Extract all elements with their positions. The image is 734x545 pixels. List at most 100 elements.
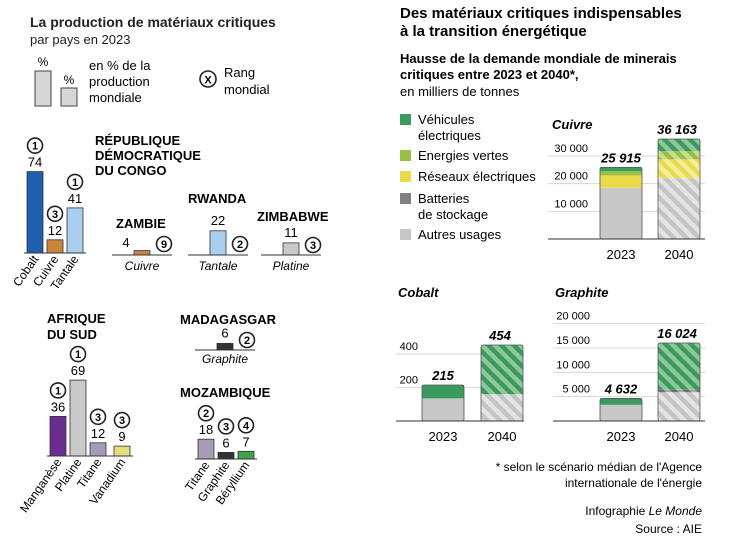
bar-tantale <box>66 207 84 254</box>
bar-total: 4 632 <box>604 381 638 396</box>
bar-cuivre <box>133 250 151 256</box>
left-subtitle: par pays en 2023 <box>30 32 130 47</box>
x-tick-label: 2040 <box>488 429 517 444</box>
bar-graphite <box>216 342 234 351</box>
legend-pct-bar-small <box>60 87 78 107</box>
y-tick-label: 20 000 <box>554 171 588 183</box>
bar-total: 16 024 <box>657 326 698 341</box>
bar-value: 69 <box>71 363 85 378</box>
rank-value: 2 <box>203 408 209 420</box>
bar-titane <box>89 442 107 457</box>
rank-icon <box>304 236 322 254</box>
bar-segment-véhicules-électriques <box>658 139 700 152</box>
rank-icon <box>238 331 256 349</box>
legend-pct-symbol-1: % <box>38 55 49 69</box>
country-name: MADAGASGAR <box>180 312 277 327</box>
bar-manganèse <box>49 415 67 457</box>
legend-swatch-1 <box>400 150 411 161</box>
rank-value: 1 <box>55 385 61 397</box>
legend-swatch-3 <box>400 193 411 204</box>
bar-label: Tantale <box>199 259 238 273</box>
bar-total: 36 163 <box>657 122 698 137</box>
rank-icon <box>231 235 249 253</box>
bar-segment-véhicules-électriques <box>658 343 700 390</box>
bar-value: 4 <box>122 235 129 250</box>
bar-value: 36 <box>51 399 65 414</box>
credit-prefix: Infographie <box>585 504 645 518</box>
x-tick-label: 2023 <box>607 429 636 444</box>
chart-title: Cuivre <box>552 117 592 132</box>
bar-cobalt <box>26 171 44 254</box>
bar-segment-autres-usages <box>658 178 700 239</box>
y-tick-label: 5 000 <box>562 384 590 396</box>
bar-label: Graphite <box>202 352 248 366</box>
bar-total: 454 <box>488 328 511 343</box>
bar-value: 11 <box>284 225 298 240</box>
y-tick-label: 10 000 <box>554 198 588 210</box>
bar-platine <box>282 242 300 256</box>
chart-cuivre: Cuivre 10 000 20 000 30 000 25 915 2023 36 163… <box>548 117 705 262</box>
rank-value: 2 <box>244 335 250 347</box>
legend-rank-text-1: Rang <box>224 65 255 80</box>
bar-graphite <box>217 451 235 460</box>
rank-value: 3 <box>119 415 125 427</box>
rank-icon <box>217 418 235 435</box>
bar-label: Cuivre <box>125 259 160 273</box>
chart-graphite: Graphite 5 000 10 000 15 000 20 000 4 632 2023… <box>553 285 705 444</box>
bar-total: 25 915 <box>600 150 642 165</box>
bar-segment-energies-vertes <box>658 151 700 160</box>
right-subtitle-line1: Hausse de la demande mondiale de minerai… <box>400 51 677 66</box>
left-title: La production de matériaux critiques <box>30 14 276 30</box>
y-tick-label: 15 000 <box>556 335 590 347</box>
x-tick-label: 2023 <box>429 429 458 444</box>
credit: Infographie Le Monde <box>585 504 702 518</box>
legend-label: de stockage <box>418 207 488 222</box>
bar-segment-réseaux-électriques <box>658 159 700 179</box>
y-tick-label: 200 <box>400 375 418 387</box>
rank-icon <box>113 411 131 429</box>
rank-value: 1 <box>72 177 78 189</box>
x-tick-label: 2023 <box>607 247 636 262</box>
rank-icon <box>49 382 67 399</box>
rank-value: 3 <box>95 412 101 424</box>
legend-pct-text-1: en % de la <box>89 58 151 73</box>
legend-rank-symbol: X <box>204 75 212 87</box>
credit-brand: Le Monde <box>649 504 703 518</box>
rank-icon <box>89 408 107 426</box>
legend-label: Energies vertes <box>418 148 509 163</box>
rank-icon <box>66 173 84 191</box>
rank-value: 1 <box>75 349 81 361</box>
bar-segment-autres-usages <box>600 187 642 239</box>
x-tick-label: 2040 <box>665 429 694 444</box>
country-name: RÉPUBLIQUE <box>95 133 181 148</box>
rank-value: 4 <box>243 420 250 432</box>
legend-pct-bar-large <box>34 70 52 107</box>
bar-segment-autres-usages <box>600 404 642 421</box>
legend-label: Batteries <box>418 191 470 206</box>
rank-icon <box>46 205 64 223</box>
country-name: AFRIQUE <box>47 311 106 326</box>
bar-segment-autres-usages <box>658 392 700 421</box>
bar-vanadium <box>113 445 131 457</box>
rank-icon <box>237 416 255 434</box>
bar-cuivre <box>46 239 64 254</box>
bar-tantale <box>209 230 227 256</box>
bar-segment-autres-usages <box>481 394 523 421</box>
source: Source : AIE <box>635 522 702 536</box>
bar-segment-energies-vertes <box>600 171 642 176</box>
y-tick-label: 400 <box>400 341 418 353</box>
legend-pct-text-3: mondiale <box>89 90 142 105</box>
rank-icon <box>197 404 215 422</box>
chart-cobalt: Cobalt 200 400 215 2023 454 2040 <box>396 285 524 444</box>
bar-total: 215 <box>431 368 454 383</box>
rank-value: 3 <box>52 209 58 221</box>
rank-value: 3 <box>310 240 316 252</box>
